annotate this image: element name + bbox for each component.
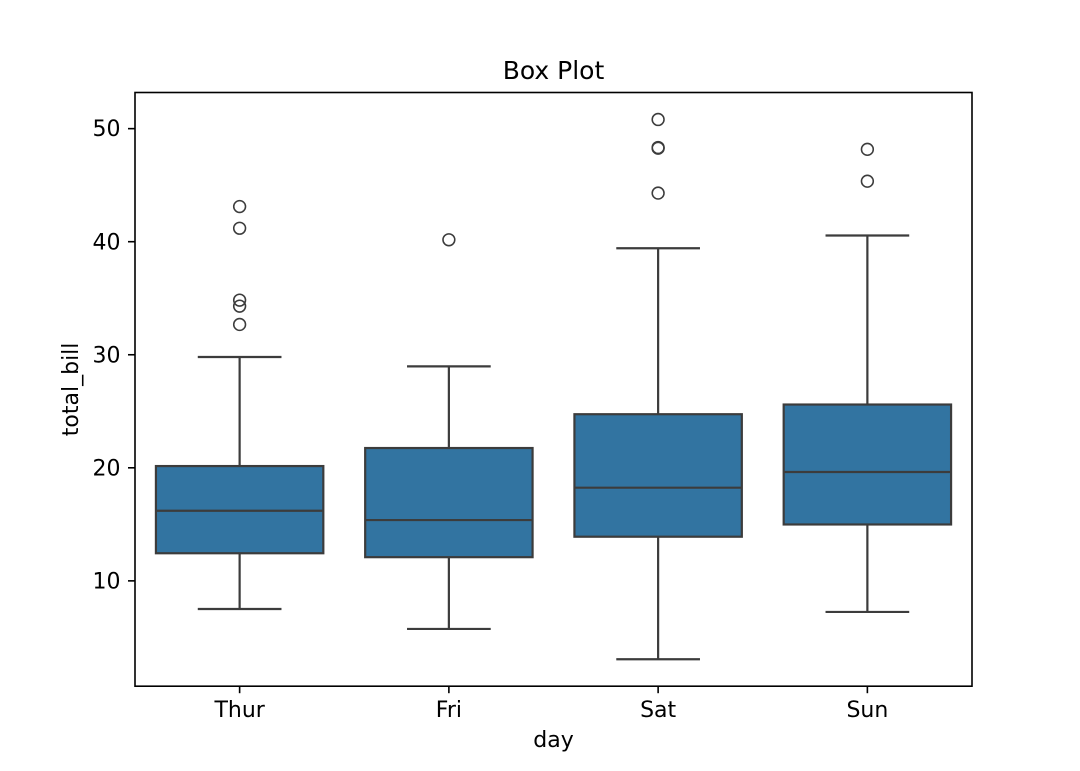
outlier-marker <box>860 142 875 157</box>
y-tick-label: 10 <box>93 569 121 594</box>
outlier-marker <box>860 174 875 188</box>
outlier-marker <box>651 140 665 155</box>
iqr-box <box>364 446 534 559</box>
outlier-marker <box>651 186 665 200</box>
y-tick-label: 30 <box>93 343 121 368</box>
plot-layer: 10 20 30 40 50 Thur Fri Sat Sun <box>93 91 973 723</box>
outlier-marker <box>232 299 247 313</box>
outlier-marker <box>232 293 247 307</box>
outlier-marker <box>232 317 247 332</box>
outlier-marker <box>232 221 247 235</box>
iqr-box <box>154 464 325 555</box>
iqr-box <box>573 413 743 538</box>
x-axis-label: day <box>533 728 573 753</box>
x-tick-label: Thur <box>213 698 265 723</box>
x-tick-label: Fri <box>436 698 462 723</box>
iqr-box <box>782 403 953 526</box>
x-tick-label: Sun <box>846 698 888 723</box>
y-tick-label: 20 <box>93 456 121 481</box>
axes-frame <box>134 91 973 688</box>
y-tick-label: 50 <box>93 117 121 142</box>
y-axis-label: total_bill <box>59 343 84 437</box>
x-tick-label: Sat <box>640 698 676 723</box>
chart-title: Box Plot <box>503 56 605 85</box>
outlier-marker <box>442 233 456 247</box>
outlier-marker <box>651 112 665 127</box>
y-tick-label: 40 <box>93 230 121 255</box>
outlier-marker <box>232 199 247 214</box>
